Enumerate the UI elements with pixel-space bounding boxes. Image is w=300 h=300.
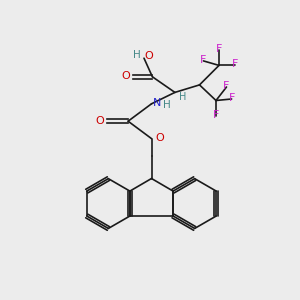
Text: O: O (155, 133, 164, 143)
Text: O: O (95, 116, 104, 126)
Text: H: H (179, 92, 187, 102)
Text: H: H (163, 100, 171, 110)
Text: F: F (231, 59, 238, 70)
Text: H: H (133, 50, 140, 60)
Text: F: F (216, 44, 222, 54)
Text: F: F (228, 93, 235, 103)
Text: F: F (200, 55, 207, 65)
Text: O: O (145, 51, 153, 61)
Text: N: N (153, 98, 161, 108)
Text: F: F (213, 110, 219, 120)
Text: O: O (122, 71, 130, 81)
Text: F: F (223, 81, 230, 91)
